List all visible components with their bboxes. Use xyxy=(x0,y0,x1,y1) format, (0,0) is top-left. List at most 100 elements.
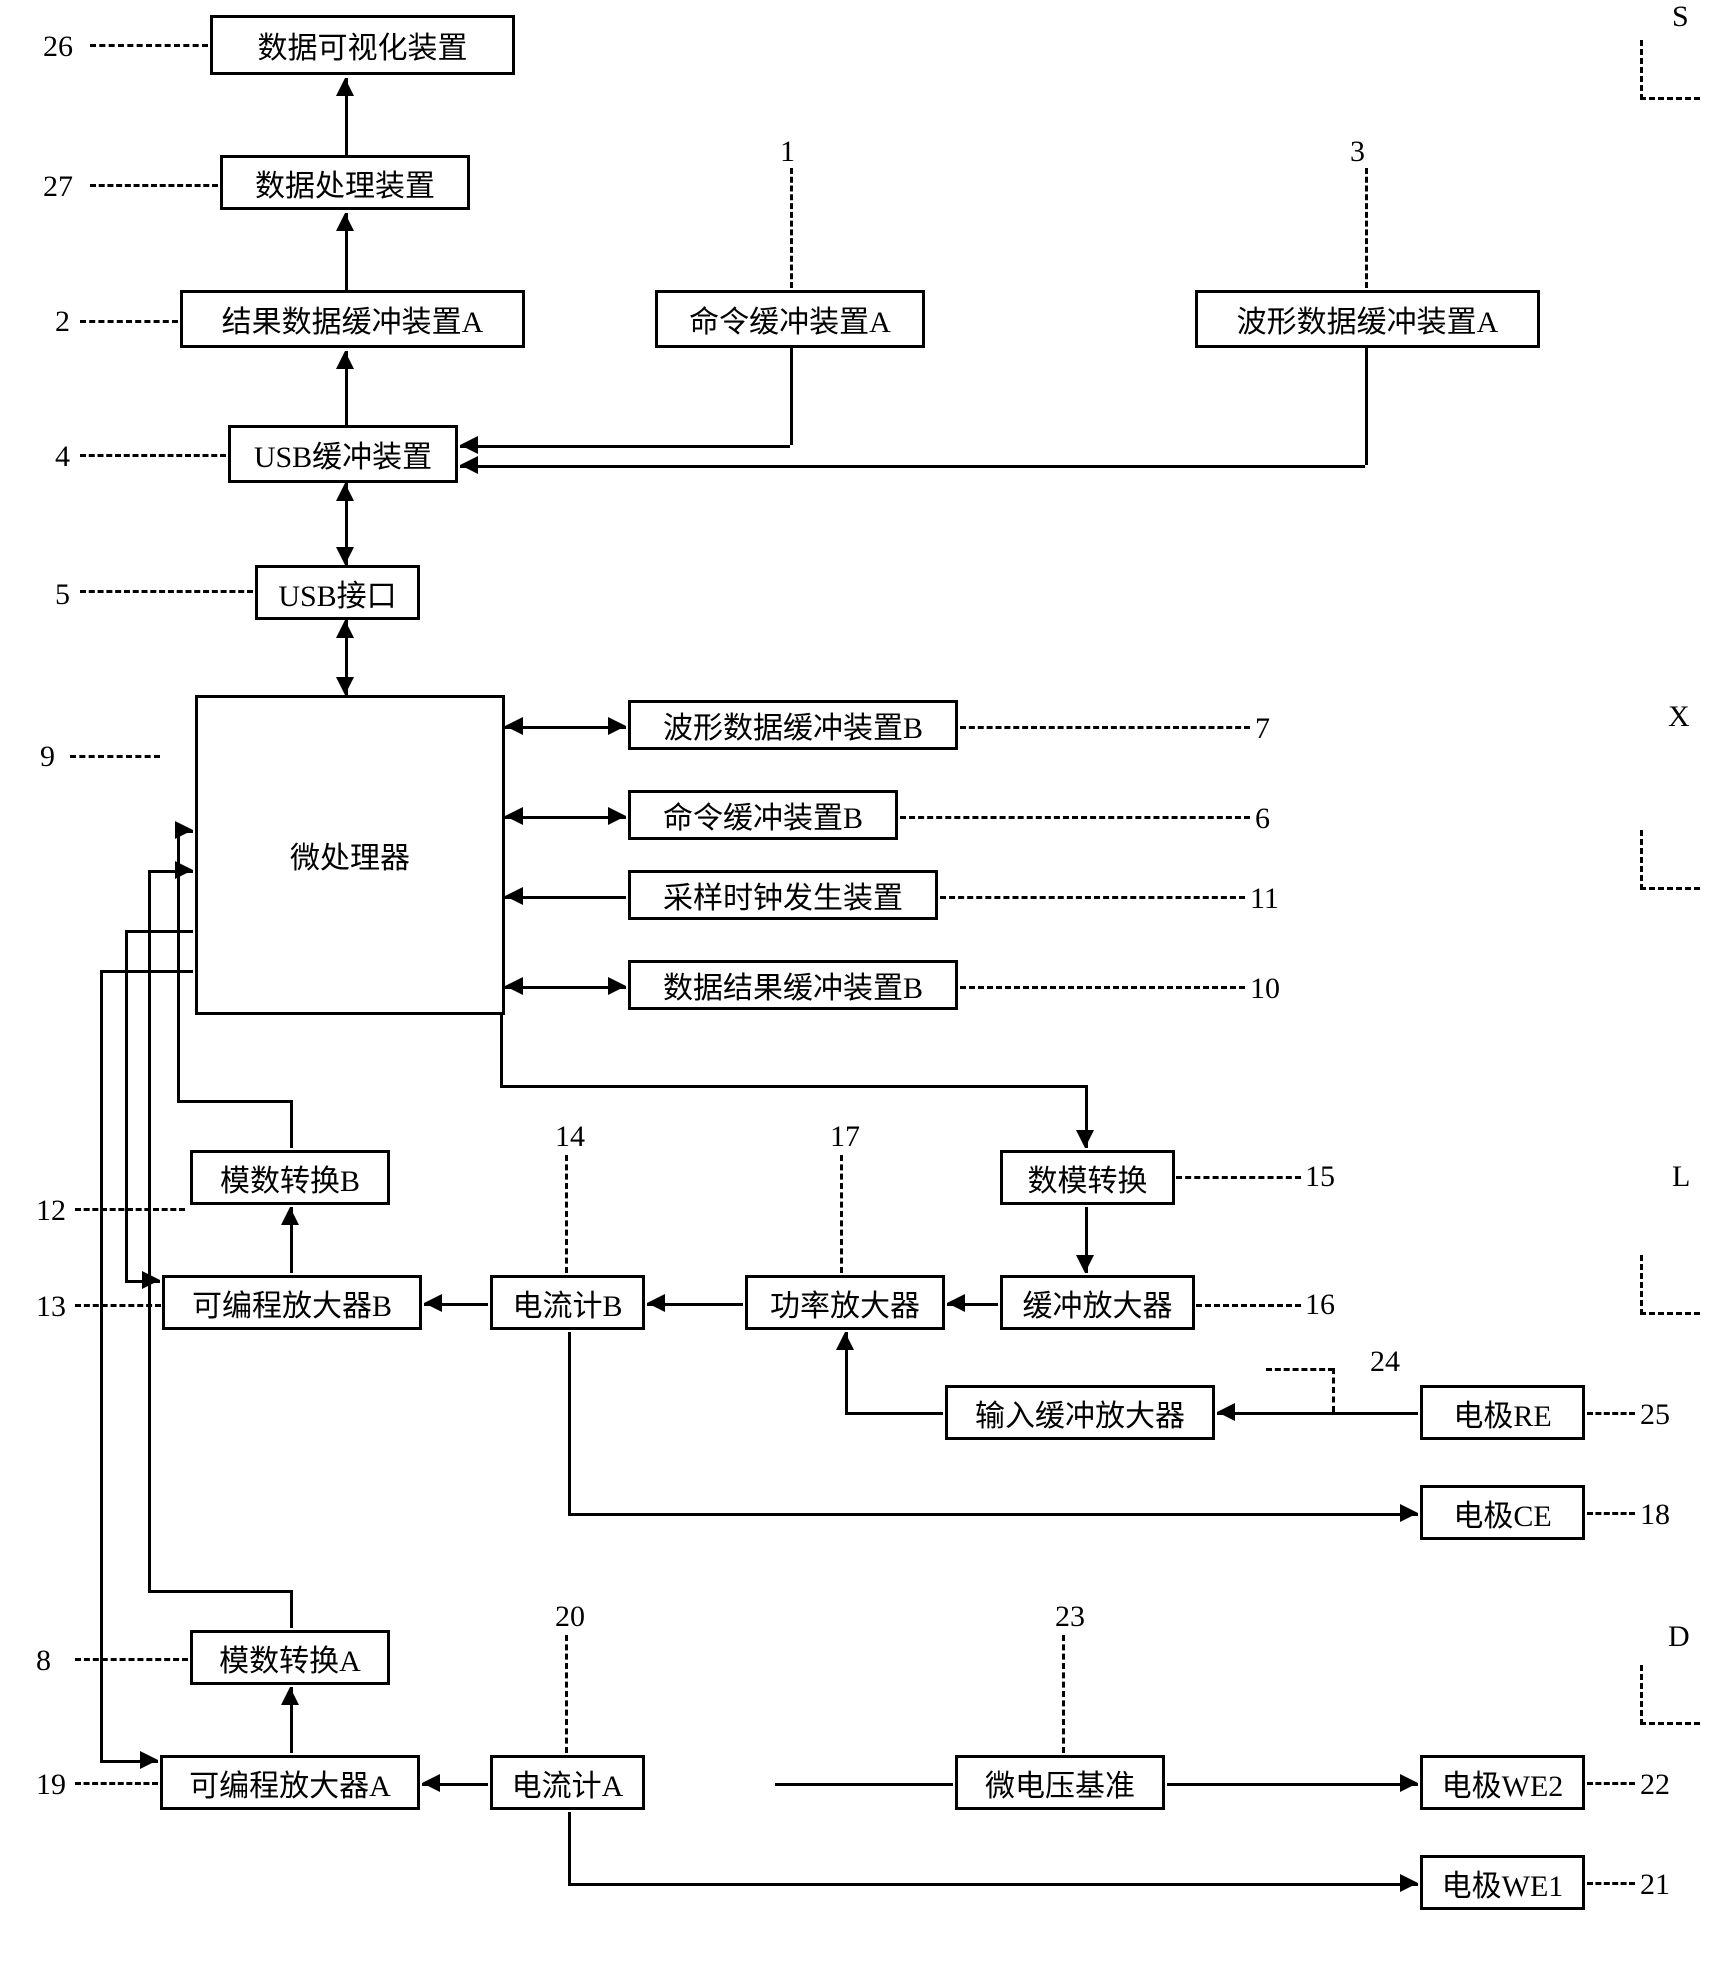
node-n24i: 输入缓冲放大器 xyxy=(945,1385,1215,1440)
node-n6: 命令缓冲装置B xyxy=(628,790,898,840)
leader-line xyxy=(565,1635,568,1753)
reference-label: 16 xyxy=(1305,1288,1335,1322)
reference-label: 27 xyxy=(43,170,73,204)
reference-label: 4 xyxy=(55,440,70,474)
reference-label: 13 xyxy=(36,1290,66,1324)
node-label: 结果数据缓冲装置A xyxy=(222,297,484,341)
node-n27: 数据处理装置 xyxy=(220,155,470,210)
node-label: 波形数据缓冲装置B xyxy=(663,703,923,747)
reference-label: 20 xyxy=(555,1600,585,1634)
leader-line xyxy=(900,816,1250,819)
reference-label: 18 xyxy=(1640,1498,1670,1532)
node-label: 可编程放大器A xyxy=(189,1761,391,1805)
reference-label: 6 xyxy=(1255,802,1270,836)
node-label: 数据处理装置 xyxy=(255,161,435,205)
node-n21: 电极WE1 xyxy=(1420,1855,1585,1910)
node-n16: 缓冲放大器 xyxy=(1000,1275,1195,1330)
leader-line xyxy=(1332,1368,1335,1412)
node-n26: 数据可视化装置 xyxy=(210,15,515,75)
reference-label: 1 xyxy=(780,135,795,169)
reference-label: D xyxy=(1668,1620,1690,1654)
node-n8: 模数转换A xyxy=(190,1630,390,1685)
node-label: 命令缓冲装置A xyxy=(689,297,891,341)
region-corner xyxy=(1640,1665,1700,1725)
reference-label: 24 xyxy=(1370,1345,1400,1379)
node-label: 模数转换B xyxy=(220,1156,360,1200)
reference-label: 5 xyxy=(55,578,70,612)
node-label: 可编程放大器B xyxy=(192,1281,392,1325)
reference-label: 21 xyxy=(1640,1868,1670,1902)
region-corner xyxy=(1640,1255,1700,1315)
node-label: 数据结果缓冲装置B xyxy=(663,963,923,1007)
reference-label: 10 xyxy=(1250,972,1280,1006)
reference-label: 25 xyxy=(1640,1398,1670,1432)
node-label: 电流计A xyxy=(512,1761,624,1805)
reference-label: X xyxy=(1668,700,1690,734)
leader-line xyxy=(75,1208,185,1211)
node-label: USB缓冲装置 xyxy=(254,432,432,476)
reference-label: 22 xyxy=(1640,1768,1670,1802)
node-n2: 结果数据缓冲装置A xyxy=(180,290,525,348)
reference-label: 12 xyxy=(36,1194,66,1228)
leader-line xyxy=(565,1155,568,1273)
leader-line xyxy=(75,1782,158,1785)
reference-label: 2 xyxy=(55,305,70,339)
node-n12: 模数转换B xyxy=(190,1150,390,1205)
reference-label: 9 xyxy=(40,740,55,774)
node-label: 微电压基准 xyxy=(985,1761,1135,1805)
node-label: 数据可视化装置 xyxy=(258,23,468,67)
leader-line xyxy=(80,454,226,457)
leader-line xyxy=(1266,1368,1334,1371)
reference-label: 23 xyxy=(1055,1600,1085,1634)
node-n19: 可编程放大器A xyxy=(160,1755,420,1810)
leader-line xyxy=(1196,1304,1301,1307)
node-label: 电极RE xyxy=(1453,1391,1551,1435)
node-n23: 微电压基准 xyxy=(955,1755,1165,1810)
leader-line xyxy=(75,1304,161,1307)
reference-label: 26 xyxy=(43,30,73,64)
node-label: 功率放大器 xyxy=(770,1281,920,1325)
node-label: USB接口 xyxy=(278,571,396,615)
reference-label: 14 xyxy=(555,1120,585,1154)
node-label: 命令缓冲装置B xyxy=(663,793,863,837)
leader-line xyxy=(75,1658,188,1661)
node-n5: USB接口 xyxy=(255,565,420,620)
node-label: 采样时钟发生装置 xyxy=(663,873,903,917)
leader-line xyxy=(1062,1635,1065,1753)
leader-line xyxy=(1587,1512,1635,1515)
node-label: 缓冲放大器 xyxy=(1023,1281,1173,1325)
leader-line xyxy=(90,44,208,47)
reference-label: 8 xyxy=(36,1644,51,1678)
node-n9: 微处理器 xyxy=(195,695,505,1015)
reference-label: 15 xyxy=(1305,1160,1335,1194)
region-corner xyxy=(1640,830,1700,890)
reference-label: 7 xyxy=(1255,712,1270,746)
node-n3: 波形数据缓冲装置A xyxy=(1195,290,1540,348)
node-n22: 电极WE2 xyxy=(1420,1755,1585,1810)
node-n15: 数模转换 xyxy=(1000,1150,1175,1205)
leader-line xyxy=(960,986,1245,989)
node-label: 电极WE2 xyxy=(1442,1761,1564,1805)
node-n1: 命令缓冲装置A xyxy=(655,290,925,348)
region-corner xyxy=(1640,40,1700,100)
leader-line xyxy=(940,896,1245,899)
reference-label: L xyxy=(1672,1160,1690,1194)
node-label: 输入缓冲放大器 xyxy=(975,1391,1185,1435)
leader-line xyxy=(840,1155,843,1273)
reference-label: 19 xyxy=(36,1768,66,1802)
leader-line xyxy=(70,755,160,758)
node-n4: USB缓冲装置 xyxy=(228,425,458,483)
leader-line xyxy=(1176,1176,1301,1179)
node-n11: 采样时钟发生装置 xyxy=(628,870,938,920)
reference-label: 3 xyxy=(1350,135,1365,169)
reference-label: S xyxy=(1672,0,1689,34)
node-n14: 电流计B xyxy=(490,1275,645,1330)
node-label: 电极CE xyxy=(1453,1491,1551,1535)
node-label: 电流计B xyxy=(512,1281,622,1325)
node-label: 模数转换A xyxy=(219,1636,361,1680)
node-label: 波形数据缓冲装置A xyxy=(1237,297,1499,341)
leader-line xyxy=(1587,1412,1635,1415)
node-n18: 电极CE xyxy=(1420,1485,1585,1540)
node-n17: 功率放大器 xyxy=(745,1275,945,1330)
node-n7: 波形数据缓冲装置B xyxy=(628,700,958,750)
